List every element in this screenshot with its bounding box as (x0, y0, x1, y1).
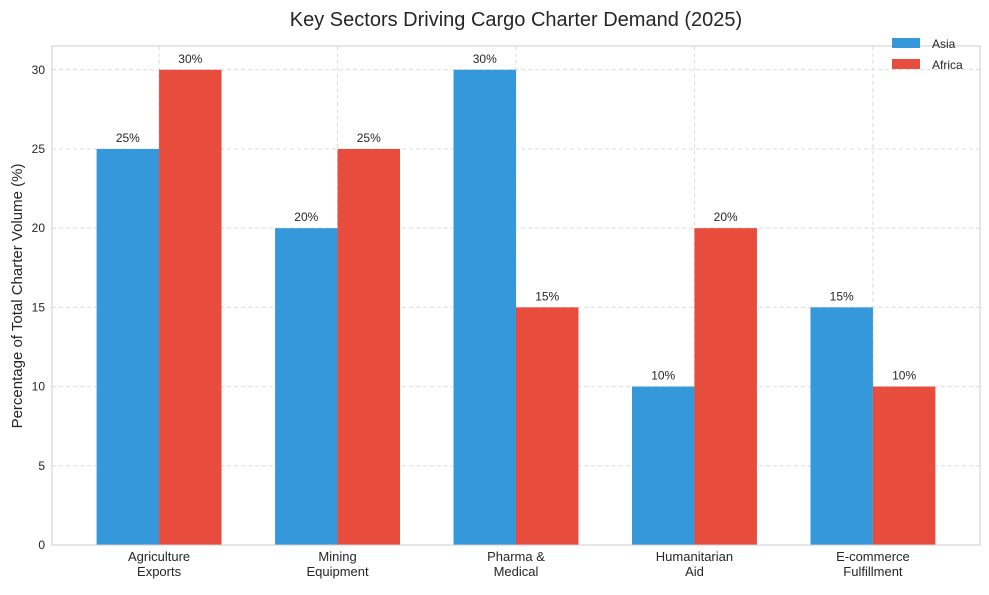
x-tick-label: Pharma & Medical (487, 549, 545, 579)
y-axis-label: Percentage of Total Charter Volume (%) (9, 164, 26, 429)
legend-swatch-asia (892, 38, 920, 48)
x-tick-label-line: Aid (685, 564, 704, 579)
value-labels: 25% 20% 30% 10% 15% 30% 25% 15% 20% 10% (116, 52, 917, 383)
bar-value-label: 25% (116, 131, 140, 145)
bars (96, 69, 936, 545)
bar-value-label: 10% (651, 369, 675, 383)
x-axis-ticks: Agriculture Exports Mining Equipment Pharma … (128, 549, 910, 579)
plot-area (51, 45, 981, 546)
y-tick-label: 25 (32, 142, 46, 156)
bar-asia (275, 228, 338, 545)
x-tick-label: E-commerce Fulfillment (836, 549, 910, 579)
bar-africa (159, 69, 222, 545)
bar-value-label: 15% (535, 289, 559, 303)
chart-title: Key Sectors Driving Cargo Charter Demand… (290, 9, 742, 31)
bar-asia (453, 69, 516, 545)
legend-label-africa: Africa (932, 58, 963, 72)
bar-value-label: 25% (357, 131, 381, 145)
x-tick-label: Humanitarian Aid (656, 549, 733, 579)
x-tick-label-line: Mining (318, 549, 356, 564)
bar-asia (810, 307, 873, 545)
bar-value-label: 30% (473, 52, 497, 66)
x-tick-label: Mining Equipment (306, 549, 369, 579)
bar-africa (694, 228, 757, 545)
x-tick-label-line: Pharma & (487, 549, 545, 564)
bar-africa (516, 307, 579, 545)
x-tick-label-line: Agriculture (128, 549, 190, 564)
bar-africa (337, 148, 400, 545)
legend-swatch-africa (892, 59, 920, 69)
y-tick-label: 20 (32, 221, 46, 235)
y-tick-label: 30 (32, 63, 46, 77)
x-tick-label-line: Medical (494, 564, 539, 579)
bar-asia (96, 148, 160, 545)
bar-value-label: 10% (892, 369, 916, 383)
y-axis-ticks: 0 5 10 15 20 25 30 (32, 63, 46, 552)
y-tick-label: 10 (32, 380, 46, 394)
bar-value-label: 15% (830, 289, 854, 303)
bar-value-label: 30% (178, 52, 202, 66)
x-tick-label-line: Humanitarian (656, 549, 733, 564)
y-tick-label: 0 (38, 538, 45, 552)
x-tick-label: Agriculture Exports (128, 549, 190, 579)
x-tick-label-line: E-commerce (836, 549, 910, 564)
legend: Asia Africa (892, 37, 963, 72)
bar-asia (632, 386, 695, 545)
y-tick-label: 15 (32, 300, 46, 314)
bar-africa (872, 386, 936, 545)
bar-value-label: 20% (294, 210, 318, 224)
legend-label-asia: Asia (932, 37, 956, 51)
x-tick-label-line: Exports (137, 564, 182, 579)
x-tick-label-line: Equipment (306, 564, 369, 579)
bar-value-label: 20% (714, 210, 738, 224)
x-tick-label-line: Fulfillment (843, 564, 903, 579)
y-tick-label: 5 (38, 459, 45, 473)
